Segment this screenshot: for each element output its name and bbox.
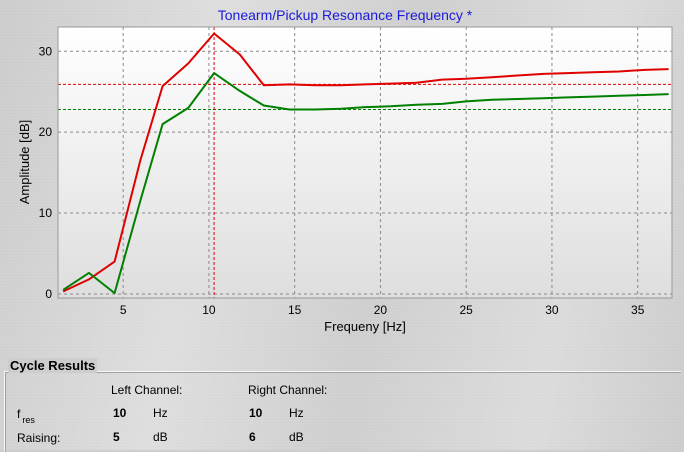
raising-left-unit: dB bbox=[153, 430, 168, 444]
raising-label: Raising: bbox=[17, 431, 61, 445]
x-axis-label: Frequeny [Hz] bbox=[324, 319, 406, 334]
fres-right-unit: Hz bbox=[289, 406, 304, 420]
left-channel-header: Left Channel: bbox=[111, 383, 183, 397]
chart-title: Tonearm/Pickup Resonance Frequency * bbox=[218, 7, 473, 23]
raising-right-value: 6 bbox=[249, 430, 256, 444]
y-tick-label: 30 bbox=[39, 44, 53, 58]
right-channel-header: Right Channel: bbox=[248, 383, 328, 397]
raising-left-value: 5 bbox=[113, 430, 120, 444]
y-tick-label: 20 bbox=[39, 125, 53, 139]
x-tick-label: 30 bbox=[545, 303, 559, 317]
y-axis-label: Amplitude [dB] bbox=[17, 120, 32, 205]
raising-right-unit: dB bbox=[289, 430, 304, 444]
x-tick-label: 35 bbox=[631, 303, 645, 317]
y-tick-label: 10 bbox=[39, 206, 53, 220]
x-tick-label: 10 bbox=[202, 303, 216, 317]
x-tick-label: 20 bbox=[374, 303, 388, 317]
fres-right-value: 10 bbox=[249, 406, 263, 420]
plot-frame bbox=[57, 26, 673, 299]
cycle-results-title: Cycle Results bbox=[8, 358, 98, 373]
y-tick-label: 0 bbox=[45, 287, 52, 301]
fres-left-unit: Hz bbox=[153, 406, 168, 420]
results-frame bbox=[4, 371, 681, 452]
series-line-red bbox=[62, 32, 669, 293]
fres-label-main: f bbox=[17, 407, 21, 421]
fres-label: f res bbox=[17, 407, 35, 425]
x-tick-label: 15 bbox=[288, 303, 302, 317]
plot-area bbox=[58, 27, 672, 298]
fres-label-sub: res bbox=[22, 415, 35, 425]
series-line-green bbox=[62, 72, 669, 295]
tick-labels: 5 10 15 20 25 30 35 0 10 20 30 bbox=[39, 44, 645, 317]
fres-left-value: 10 bbox=[113, 406, 127, 420]
series-lines bbox=[62, 32, 669, 295]
x-tick-label: 5 bbox=[120, 303, 127, 317]
x-tick-label: 25 bbox=[460, 303, 474, 317]
resonance-chart: Tonearm/Pickup Resonance Frequency * 5 10… bbox=[17, 7, 673, 334]
cycle-results-panel: Cycle Results Left Channel: Right Channe… bbox=[4, 358, 681, 452]
